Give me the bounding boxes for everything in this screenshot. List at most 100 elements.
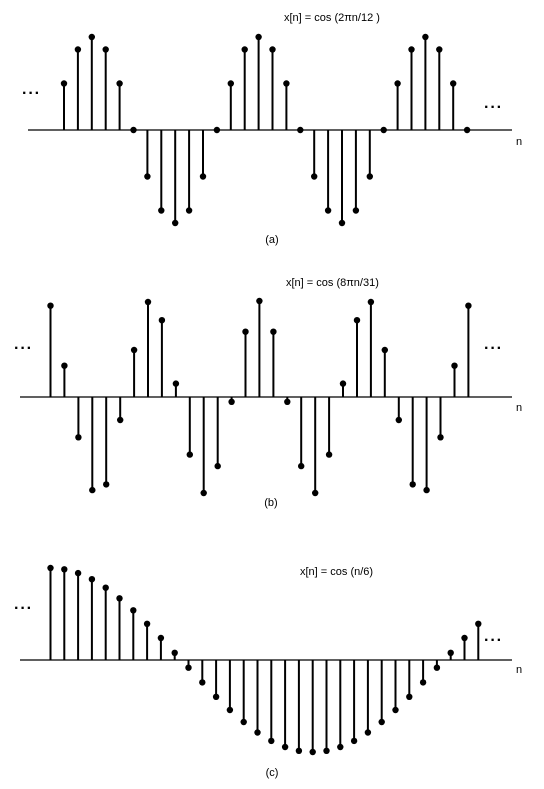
stem-point — [74, 46, 82, 53]
stem-point — [199, 679, 206, 686]
stem-point — [298, 462, 305, 470]
stem-point — [395, 416, 402, 424]
caption-b: (b) — [264, 497, 277, 509]
stems-a — [60, 33, 471, 227]
panel-a: x[n] = cos (2πn/12 ) n ··· ··· (a) — [22, 12, 522, 246]
stem-point — [47, 302, 54, 309]
stems-b — [47, 297, 472, 497]
stem-point — [465, 302, 472, 309]
stem-point — [200, 489, 207, 497]
stem-point — [380, 126, 387, 134]
stem-point — [241, 46, 248, 53]
stem-point — [381, 346, 388, 354]
stem-point — [337, 743, 344, 751]
stem-point — [325, 451, 333, 458]
stem-point — [226, 706, 234, 714]
equation-a: x[n] = cos (2πn/12 ) — [284, 12, 380, 24]
stem-point — [463, 126, 471, 134]
stem-point — [295, 747, 303, 754]
stem-point — [61, 566, 68, 573]
stem-point — [88, 33, 96, 41]
stem-point — [312, 489, 319, 497]
stem-point — [157, 634, 165, 642]
stem-point — [186, 451, 193, 458]
stem-point — [323, 747, 330, 754]
stem-point — [61, 362, 68, 369]
stem-point — [74, 569, 82, 577]
stem-point — [130, 607, 137, 614]
caption-c: (c) — [266, 767, 279, 779]
stem-point — [406, 693, 413, 700]
stem-point — [281, 743, 289, 751]
stem-point — [461, 634, 468, 642]
stem-point — [102, 46, 109, 53]
stem-point — [392, 706, 399, 714]
stem-point — [437, 434, 444, 441]
stem-point — [450, 80, 457, 87]
stem-point — [268, 737, 275, 745]
stem-point — [102, 584, 109, 591]
ellipsis-right-b: ··· — [484, 340, 503, 357]
stem-point — [214, 462, 221, 470]
panel-c: x[n] = cos (n/6) n ··· ··· (c) — [14, 564, 522, 779]
axis-label-b: n — [516, 402, 522, 414]
ellipsis-right-a: ··· — [484, 99, 503, 116]
stem-point — [89, 486, 96, 494]
stem-point — [311, 173, 318, 180]
stem-point — [47, 564, 54, 572]
stem-point — [117, 416, 124, 424]
stem-point — [451, 362, 458, 369]
stem-point — [185, 207, 193, 214]
axis-label-c: n — [516, 664, 522, 676]
stem-point — [283, 80, 290, 87]
stem-point — [228, 398, 235, 405]
stem-point — [338, 219, 346, 227]
stem-point — [378, 718, 385, 726]
stem-point — [366, 173, 373, 180]
stem-point — [423, 486, 430, 494]
ellipsis-left-c: ··· — [14, 600, 33, 617]
stem-point — [350, 737, 358, 745]
stem-point — [144, 173, 151, 180]
stem-point — [436, 46, 443, 53]
stem-point — [339, 380, 347, 387]
stem-point — [419, 679, 427, 686]
stem-point — [172, 380, 180, 387]
caption-a: (a) — [265, 234, 278, 246]
stem-point — [254, 729, 261, 736]
stem-point — [255, 33, 262, 41]
stem-point — [447, 649, 454, 656]
ellipsis-left-b: ··· — [14, 340, 33, 357]
panel-b: x[n] = cos (8πn/31) n ··· ··· (b) — [14, 277, 522, 509]
stem-point — [309, 748, 316, 756]
stem-point — [256, 297, 263, 305]
stem-point — [394, 80, 401, 87]
stem-point — [172, 219, 179, 227]
stem-point — [143, 620, 151, 627]
stem-point — [367, 298, 375, 306]
stem-point — [227, 80, 234, 87]
stem-point — [408, 46, 415, 53]
stem-point — [242, 328, 249, 335]
stem-point — [158, 317, 166, 324]
equation-b: x[n] = cos (8πn/31) — [286, 277, 379, 289]
stem-point — [130, 346, 138, 354]
stem-point — [422, 33, 429, 41]
stem-point — [199, 173, 207, 180]
stem-point — [324, 207, 332, 214]
axis-label-a: n — [516, 136, 522, 148]
stem-point — [270, 328, 277, 335]
stem-point — [88, 576, 96, 583]
ellipsis-left-a: ··· — [22, 85, 41, 102]
stem-point — [75, 434, 82, 441]
ellipsis-right-c: ··· — [484, 632, 503, 649]
stem-point — [116, 80, 123, 87]
stem-point — [185, 664, 192, 671]
stem-point — [433, 664, 441, 671]
stem-point — [116, 595, 123, 602]
stem-point — [352, 207, 360, 214]
stem-point — [158, 207, 165, 214]
stem-point — [364, 729, 372, 736]
stem-point — [240, 718, 247, 726]
